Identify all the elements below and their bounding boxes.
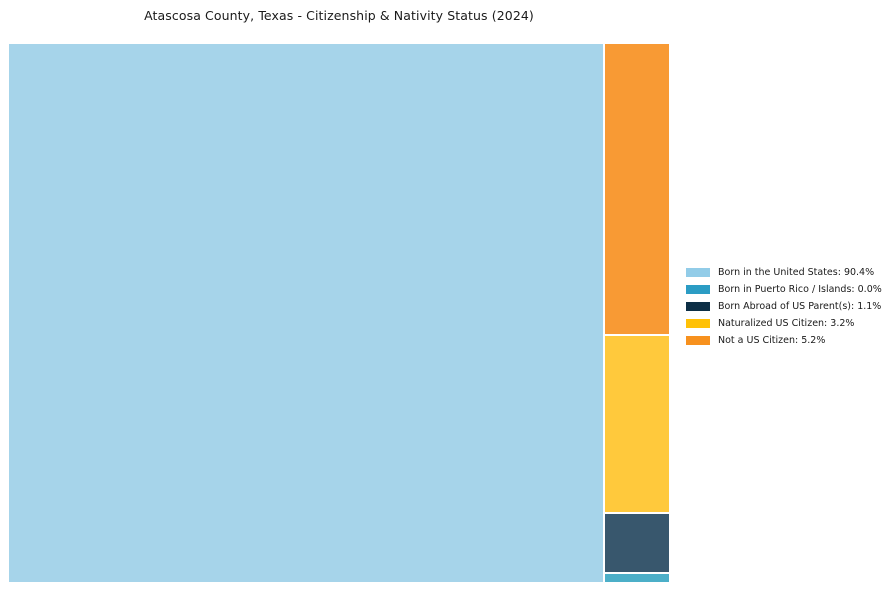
legend-item-label: Born Abroad of US Parent(s): 1.1% <box>718 300 882 312</box>
legend-item[interactable]: Born Abroad of US Parent(s): 1.1% <box>686 298 882 314</box>
legend-swatch-icon <box>686 267 710 277</box>
treemap-tile-born-in-puerto-rico-islands[interactable]: Born in Puerto Rico / Islands: 0.0% <box>603 573 670 583</box>
legend-item[interactable]: Born in Puerto Rico / Islands: 0.0% <box>686 281 882 297</box>
legend-item[interactable]: Born in the United States: 90.4% <box>686 264 882 280</box>
legend-swatch-icon <box>686 284 710 294</box>
treemap-tile-born-abroad-of-us-parent-s[interactable]: Born Abroad of US Parent(s): 1.1% <box>603 513 670 573</box>
chart-title: Atascosa County, Texas - Citizenship & N… <box>144 8 534 23</box>
legend-item[interactable]: Naturalized US Citizen: 3.2% <box>686 315 882 331</box>
legend-swatch-icon <box>686 318 710 328</box>
treemap-tile-not-a-us-citizen[interactable]: Not a US Citizen: 5.2% <box>603 43 670 335</box>
legend-item-label: Born in Puerto Rico / Islands: 0.0% <box>718 283 882 295</box>
chart-legend: Born in the United States: 90.4% Born in … <box>686 264 882 349</box>
legend-item-label: Naturalized US Citizen: 3.2% <box>718 317 855 329</box>
legend-item-label: Born in the United States: 90.4% <box>718 266 875 278</box>
legend-swatch-icon <box>686 301 710 311</box>
legend-item[interactable]: Not a US Citizen: 5.2% <box>686 332 882 348</box>
legend-swatch-icon <box>686 335 710 345</box>
legend-item-label: Not a US Citizen: 5.2% <box>718 334 826 346</box>
treemap-tile-naturalized-us-citizen[interactable]: Naturalized US Citizen: 3.2% <box>603 334 670 513</box>
treemap-tile-born-in-the-united-states[interactable]: Born in the United States: 90.4% <box>8 43 604 583</box>
treemap-plot-area: Born in the United States: 90.4%Born in … <box>8 43 670 583</box>
